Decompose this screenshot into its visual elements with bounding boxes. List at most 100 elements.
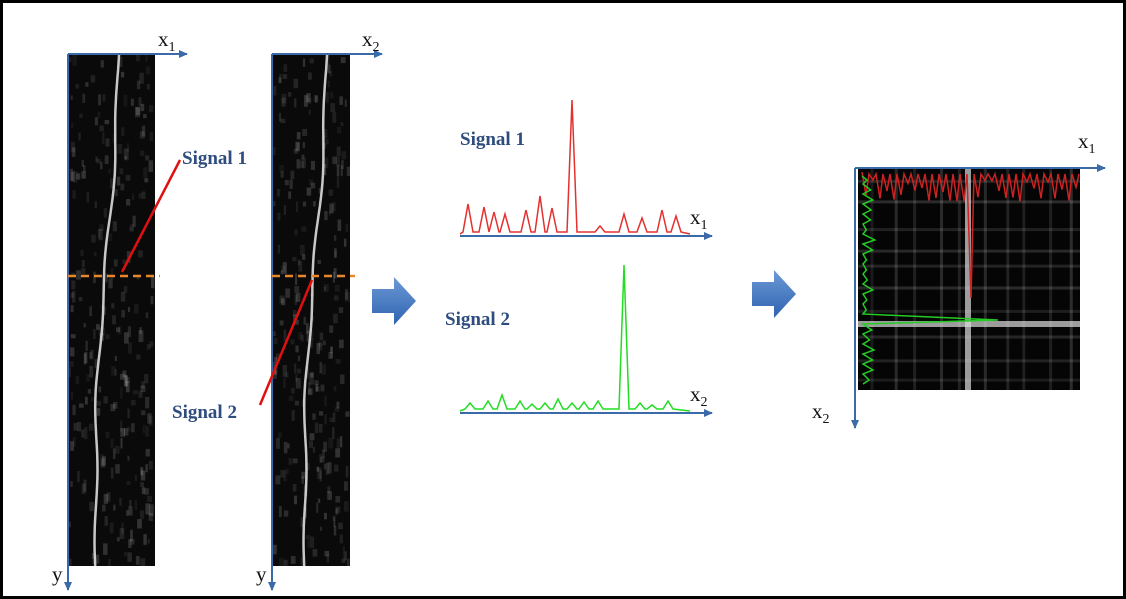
speckle xyxy=(278,112,282,122)
speckle xyxy=(285,288,290,298)
speckle xyxy=(91,234,96,243)
speckle xyxy=(306,330,310,342)
speckle xyxy=(140,482,145,488)
speckle xyxy=(300,516,304,527)
speckle xyxy=(100,454,104,466)
speckle xyxy=(97,111,101,118)
speckle xyxy=(86,192,90,203)
signal-trace xyxy=(860,175,999,385)
speckle xyxy=(336,126,342,134)
speckle xyxy=(115,327,121,333)
speckle xyxy=(326,91,329,104)
speckle xyxy=(81,260,85,267)
speckle xyxy=(283,64,288,72)
speckle xyxy=(148,160,154,172)
speckle xyxy=(150,296,154,305)
speckle xyxy=(72,437,76,447)
speckle xyxy=(295,377,301,389)
speckle xyxy=(125,377,130,383)
speckle xyxy=(83,165,86,172)
speckle xyxy=(336,146,341,157)
speckle xyxy=(70,292,75,298)
speckle xyxy=(123,428,129,436)
speckle xyxy=(308,440,314,448)
speckle xyxy=(119,498,122,506)
pointer xyxy=(258,279,314,406)
speckle xyxy=(293,495,298,505)
speckle xyxy=(295,345,299,353)
speckle xyxy=(314,95,318,103)
speckle xyxy=(108,233,113,242)
speckle xyxy=(281,298,286,306)
speckle xyxy=(273,85,277,96)
speckle xyxy=(140,150,145,156)
speckle xyxy=(345,465,349,478)
speckle xyxy=(138,97,142,107)
speckle xyxy=(335,448,341,458)
speckle xyxy=(319,454,323,463)
speckle xyxy=(133,304,139,314)
speckle xyxy=(99,125,104,132)
speckle xyxy=(277,244,281,254)
speckle xyxy=(94,117,99,126)
speckle xyxy=(102,132,105,144)
speckle xyxy=(123,148,129,160)
speckle xyxy=(137,519,142,529)
speckle xyxy=(332,412,336,423)
speckle xyxy=(85,340,88,351)
speckle xyxy=(338,339,344,349)
speckle xyxy=(140,558,146,569)
speckle xyxy=(108,169,111,174)
speckle xyxy=(145,448,150,457)
speckle xyxy=(70,141,76,152)
y-axis-label: y xyxy=(256,562,267,586)
speckle xyxy=(293,78,299,89)
speckle xyxy=(119,420,123,432)
speckle xyxy=(309,373,314,385)
speckle xyxy=(332,427,335,440)
axis-sub: 2 xyxy=(823,412,830,427)
speckle xyxy=(334,284,340,292)
speckle xyxy=(287,92,292,97)
speckle xyxy=(71,280,76,290)
speckle xyxy=(141,487,146,495)
speckle xyxy=(126,510,129,516)
speckle xyxy=(282,262,287,275)
speckle xyxy=(145,66,151,75)
speckle xyxy=(279,165,285,172)
speckle xyxy=(127,426,131,432)
speckle xyxy=(131,423,135,433)
speckle xyxy=(341,160,344,170)
speckle xyxy=(120,373,125,380)
speckle xyxy=(283,329,287,342)
speckle xyxy=(340,374,345,384)
speckle xyxy=(327,486,331,494)
speckle xyxy=(308,388,313,396)
speckle xyxy=(93,252,97,257)
signal-trace xyxy=(459,264,691,412)
speckle xyxy=(129,224,134,232)
speckle xyxy=(340,57,346,64)
speckle xyxy=(95,156,98,162)
speckle xyxy=(307,539,311,548)
speckle xyxy=(125,174,131,181)
speckle xyxy=(127,552,132,562)
speckle xyxy=(296,159,301,169)
speckle xyxy=(116,176,121,186)
speckle xyxy=(295,374,298,382)
speckle xyxy=(100,458,106,468)
speckle xyxy=(324,395,327,407)
speckle xyxy=(338,307,344,314)
speckle xyxy=(296,368,301,374)
speckle xyxy=(281,97,286,107)
speckle xyxy=(294,320,299,325)
speckle xyxy=(325,138,329,145)
speckle xyxy=(295,141,300,152)
speckle xyxy=(70,305,74,313)
speckle xyxy=(324,550,330,557)
speckle xyxy=(344,291,350,302)
axis-main: x xyxy=(158,27,169,51)
x-axis-label: x2 xyxy=(362,27,380,55)
speckle xyxy=(292,256,297,262)
speckle xyxy=(272,362,276,374)
